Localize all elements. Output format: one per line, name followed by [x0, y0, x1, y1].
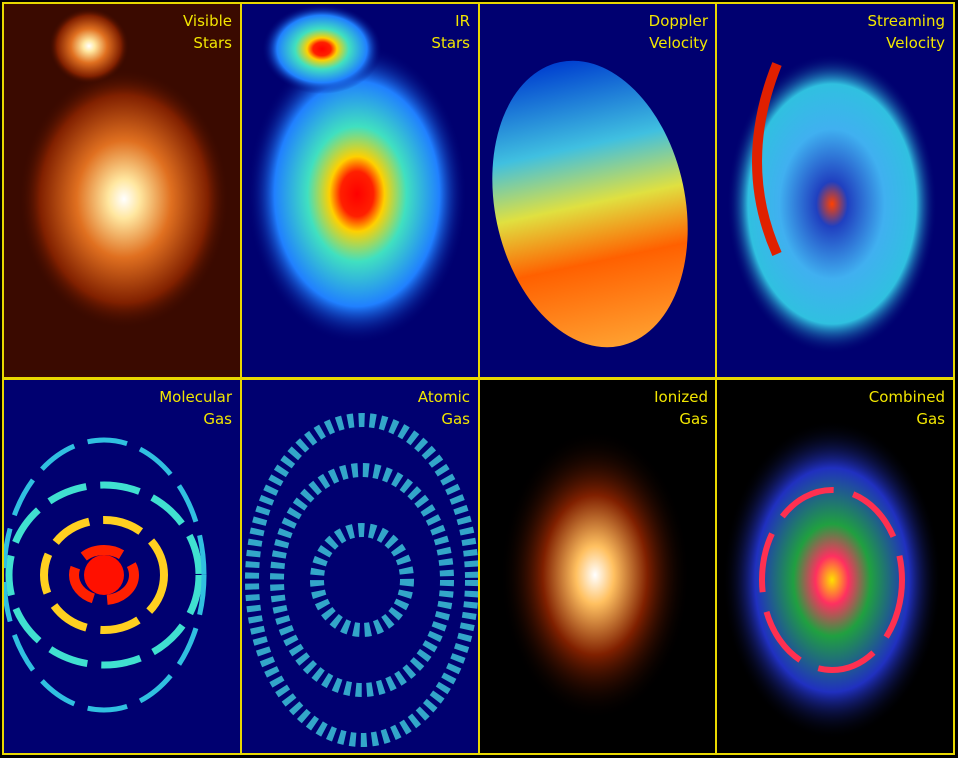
panel-label: Streaming	[868, 12, 945, 30]
galaxy	[247, 44, 467, 344]
gas-arm	[270, 463, 454, 697]
panel-label: Visible	[183, 12, 232, 30]
companion	[262, 4, 382, 94]
panel: Combined Gas	[717, 380, 953, 753]
panel-label: IR	[455, 12, 470, 30]
velocity-field	[727, 54, 937, 354]
velocity-field	[492, 60, 688, 348]
companion	[49, 8, 129, 84]
streaming-arm	[752, 62, 782, 257]
gas-arm	[245, 413, 478, 747]
core	[84, 555, 124, 595]
gas-arm	[69, 545, 139, 605]
panel-label: Gas	[203, 410, 232, 428]
gas-arm	[310, 523, 414, 637]
panel-label: Gas	[679, 410, 708, 428]
panel-label: Atomic	[418, 388, 470, 406]
gas-arm	[4, 437, 207, 713]
panel-label: Combined	[869, 388, 945, 406]
panel-label: Velocity	[886, 34, 945, 52]
galaxy	[19, 69, 229, 329]
gas-arm	[40, 516, 168, 634]
gas-arm	[759, 487, 905, 673]
panel-label: Gas	[441, 410, 470, 428]
panel-label: Doppler	[649, 12, 709, 30]
panel-label: Stars	[431, 34, 470, 52]
panel: Doppler Velocity	[480, 4, 716, 377]
panel: IR Stars	[242, 4, 478, 377]
gas-arm	[5, 481, 203, 669]
panel: Ionized Gas	[480, 380, 716, 753]
panel-label: Molecular	[159, 388, 233, 406]
panel-label: Stars	[193, 34, 232, 52]
panel-label: Gas	[916, 410, 945, 428]
panel: Molecular Gas	[4, 380, 240, 753]
panel-border	[715, 378, 955, 755]
galaxy	[722, 420, 942, 740]
panel: Streaming Velocity	[717, 4, 953, 377]
panel: Visible Stars	[4, 4, 240, 377]
panel-label: Velocity	[649, 34, 708, 52]
panel: Atomic Gas	[242, 380, 478, 753]
panel-label: Ionized	[654, 388, 708, 406]
galaxy	[500, 430, 690, 720]
